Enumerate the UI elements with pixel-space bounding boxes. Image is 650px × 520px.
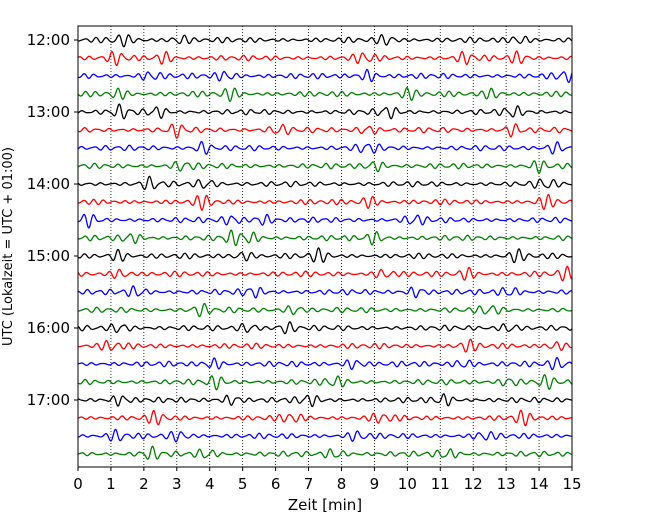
x-tick-label: 0	[73, 475, 83, 493]
x-tick-label: 6	[271, 475, 281, 493]
trace-line	[77, 302, 573, 318]
trace-line	[77, 409, 573, 427]
trace-line	[77, 160, 573, 174]
x-tick-label: 12	[464, 475, 483, 493]
x-tick-label: 11	[431, 475, 450, 493]
x-axis-label: Zeit [min]	[288, 496, 362, 514]
trace-line	[77, 374, 573, 391]
y-tick-label: 15:00	[27, 247, 70, 265]
y-tick-label: 17:00	[27, 391, 70, 409]
x-tick-label: 15	[562, 475, 581, 493]
trace-line	[77, 338, 573, 353]
x-tick-label: 14	[530, 475, 549, 493]
trace-line	[77, 50, 573, 67]
y-tick-label: 12:00	[27, 31, 70, 49]
trace-line	[77, 34, 573, 48]
x-tick-label: 10	[398, 475, 417, 493]
x-tick-label: 3	[172, 475, 182, 493]
trace-line	[77, 193, 573, 211]
trace-line	[77, 175, 573, 191]
x-tick-label: 4	[205, 475, 215, 493]
trace-line	[77, 428, 573, 443]
trace-line	[77, 213, 573, 229]
trace-line	[77, 103, 573, 120]
x-axis-ticks: 0 1 2 3 4 5 6 7 8 9 10 11 12 13 14 15	[73, 467, 582, 493]
trace-line	[77, 68, 573, 84]
trace-line	[77, 321, 573, 335]
x-tick-label: 8	[337, 475, 347, 493]
y-axis-label: UTC (Lokalzeit = UTC + 01:00)	[1, 147, 16, 346]
x-tick-label: 2	[139, 475, 149, 493]
y-axis-ticks: 12:00 13:00 14:00 15:00 16:00 17:00	[27, 31, 78, 409]
trace-line	[77, 285, 573, 299]
trace-line	[77, 247, 573, 264]
trace-line	[77, 229, 573, 247]
trace-line	[77, 86, 573, 103]
trace-line	[77, 356, 573, 371]
y-tick-label: 13:00	[27, 103, 70, 121]
trace-line	[77, 140, 573, 155]
trace-line	[77, 393, 573, 408]
y-tick-label: 16:00	[27, 319, 70, 337]
plot-frame	[77, 25, 573, 468]
trace-line	[77, 123, 573, 139]
y-tick-label: 14:00	[27, 175, 70, 193]
x-tick-label: 13	[497, 475, 516, 493]
trace-group	[77, 34, 573, 460]
trace-line	[77, 445, 573, 460]
x-tick-label: 7	[304, 475, 314, 493]
x-tick-label: 9	[370, 475, 380, 493]
x-tick-label: 5	[238, 475, 248, 493]
x-tick-label: 1	[106, 475, 116, 493]
trace-line	[77, 265, 573, 282]
